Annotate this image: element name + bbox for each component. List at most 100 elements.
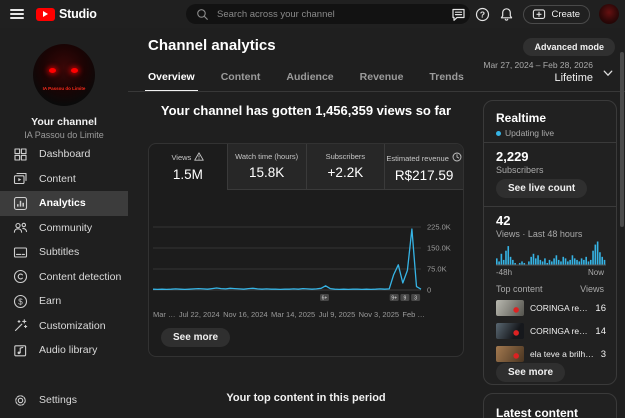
create-button[interactable]: Create	[523, 4, 590, 24]
date-filter[interactable]: Mar 27, 2024 – Feb 28, 2026 Lifetime	[483, 60, 593, 84]
video-thumbnail	[496, 300, 524, 316]
sidebar-item-community[interactable]: Community	[0, 216, 128, 241]
customization-icon	[13, 318, 28, 333]
search-icon	[195, 7, 210, 22]
date-period-text: Lifetime	[554, 72, 593, 84]
divider	[484, 142, 616, 143]
top-content-item[interactable]: CORINGA reagin…14	[496, 321, 606, 341]
video-thumbnail	[496, 323, 524, 339]
views-headline: Your channel has gotten 1,456,359 views …	[160, 103, 452, 118]
dashboard-icon	[13, 147, 28, 162]
sidebar-item-subtitles[interactable]: Subtitles	[0, 240, 128, 265]
views-line-chart: 0 75.0K 150.0K 225.0K 6+ 9+ 9 3	[149, 190, 463, 313]
realtime-axis-labels: -48h Now	[496, 268, 604, 277]
sidebar: IA Passou do Limite Your channel IA Pass…	[0, 28, 128, 418]
settings-gear-icon	[13, 393, 28, 408]
latest-content-title: Latest content	[496, 406, 579, 418]
page-title: Channel analytics	[148, 37, 276, 54]
top-content-section-title: Your top content in this period	[226, 392, 386, 404]
key-metrics-card: Views 1.5M Watch time (hours) 15.8K Subscrib…	[148, 143, 464, 357]
live-dot-icon	[496, 130, 501, 136]
scrollbar-thumb[interactable]	[620, 52, 624, 227]
notifications-bell-icon[interactable]	[499, 7, 514, 22]
svg-text:?: ?	[480, 9, 485, 19]
content-detection-icon	[13, 269, 28, 284]
tab-overview[interactable]: Overview	[145, 71, 198, 92]
top-content-item[interactable]: CORINGA reagin…16	[496, 298, 606, 318]
realtime-card: Realtime Updating live 2,229 Subscribers…	[483, 100, 617, 385]
svg-text:3: 3	[414, 295, 417, 301]
header-divider	[128, 91, 625, 92]
tab-audience[interactable]: Audience	[286, 71, 334, 83]
sidebar-item-audio-library[interactable]: Audio library	[0, 338, 128, 363]
svg-text:6+: 6+	[322, 295, 328, 301]
sidebar-item-earn[interactable]: $ Earn	[0, 289, 128, 314]
help-icon[interactable]: ?	[475, 7, 490, 22]
advanced-mode-button[interactable]: Advanced mode	[523, 38, 615, 56]
top-bar: Studio ? Create	[0, 0, 625, 28]
topbar-actions: ? Create	[451, 0, 619, 28]
product-name: Studio	[59, 7, 97, 21]
sidebar-item-content-detection[interactable]: Content detection	[0, 265, 128, 290]
svg-text:0: 0	[427, 286, 431, 295]
channel-handle: IA Passou do Limite	[24, 130, 104, 140]
sidebar-menu: Dashboard Content Analytics Community Subtit…	[0, 142, 128, 363]
hamburger-menu-icon[interactable]	[10, 9, 24, 19]
metric-subscribers[interactable]: Subscribers +2.2K	[305, 144, 385, 190]
realtime-views-label: Views · Last 48 hours	[496, 229, 583, 239]
search-input[interactable]	[217, 8, 461, 20]
metric-estimated-revenue[interactable]: Estimated revenue R$217.59	[384, 144, 463, 190]
realtime-bar-chart	[496, 240, 606, 271]
tab-trends[interactable]: Trends	[429, 71, 464, 83]
avatar-caption: IA Passou do Limite	[42, 86, 86, 91]
svg-text:9+: 9+	[391, 295, 397, 301]
sidebar-item-customization[interactable]: Customization	[0, 314, 128, 339]
svg-text:$: $	[18, 297, 23, 306]
svg-text:225.0K: 225.0K	[427, 223, 451, 232]
audio-library-icon	[13, 343, 28, 358]
realtime-see-more-button[interactable]: See more	[496, 363, 566, 382]
svg-text:150.0K: 150.0K	[427, 244, 451, 253]
tab-revenue[interactable]: Revenue	[359, 71, 404, 83]
top-content-item[interactable]: ela teve a brilhant…3	[496, 344, 606, 364]
chevron-down-icon[interactable]	[601, 66, 615, 80]
see-live-count-button[interactable]: See live count	[496, 179, 588, 198]
metric-watch-time-hours[interactable]: Watch time (hours) 15.8K	[226, 144, 306, 190]
search-bar[interactable]	[186, 4, 470, 24]
subtitles-icon	[13, 245, 28, 260]
earn-icon: $	[13, 294, 28, 309]
channel-name: Your channel	[31, 116, 97, 128]
studio-logo[interactable]: Studio	[36, 7, 97, 21]
top-content-header: Top content Views	[496, 284, 604, 294]
youtube-logo-icon	[36, 7, 55, 21]
divider	[484, 206, 616, 207]
metric-picker: Views 1.5M Watch time (hours) 15.8K Subscrib…	[149, 144, 463, 190]
community-icon	[13, 220, 28, 235]
sidebar-item-analytics[interactable]: Analytics	[0, 191, 128, 216]
clock-icon	[452, 152, 462, 164]
warning-icon	[194, 152, 205, 163]
top-content-list: CORINGA reagin…16 CORINGA reagin…14 ela te…	[496, 298, 606, 367]
svg-text:75.0K: 75.0K	[427, 265, 447, 274]
metric-views[interactable]: Views 1.5M	[171, 152, 205, 182]
video-thumbnail	[496, 346, 524, 362]
sidebar-item-dashboard[interactable]: Dashboard	[0, 142, 128, 167]
content-icon	[13, 171, 28, 186]
create-video-icon	[531, 7, 546, 22]
tab-content[interactable]: Content	[220, 71, 261, 83]
sidebar-item-content[interactable]: Content	[0, 167, 128, 192]
realtime-subscribers-value: 2,229	[496, 149, 529, 164]
sidebar-item-settings[interactable]: Settings	[0, 388, 128, 413]
date-range-text: Mar 27, 2024 – Feb 28, 2026	[483, 60, 593, 70]
analytics-icon	[13, 196, 28, 211]
analytics-tabs: Overview Content Audience Revenue Trends	[145, 71, 464, 92]
svg-text:9: 9	[404, 295, 407, 301]
realtime-title: Realtime	[496, 111, 547, 125]
channel-avatar[interactable]: IA Passou do Limite	[33, 44, 95, 106]
realtime-views-value: 42	[496, 213, 511, 228]
feedback-icon[interactable]	[451, 7, 466, 22]
see-more-button[interactable]: See more	[161, 328, 231, 347]
account-avatar[interactable]	[599, 4, 619, 24]
realtime-subscribers-label: Subscribers	[496, 165, 544, 175]
